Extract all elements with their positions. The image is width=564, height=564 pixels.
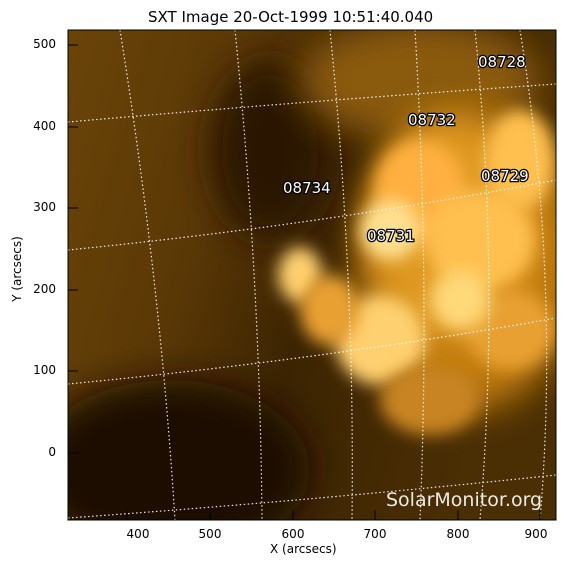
y-tick-label: 300 bbox=[33, 200, 56, 214]
image-title: SXT Image 20-Oct-1999 10:51:40.040 bbox=[148, 8, 434, 26]
watermark: SolarMonitor.org bbox=[386, 489, 542, 511]
region-label: 08734 bbox=[283, 179, 331, 197]
y-tick-label: 400 bbox=[33, 119, 56, 133]
solar-xray-image: 08733 08728 08732 08729 08734 08731 Sola… bbox=[68, 11, 556, 520]
region-label: 08728 bbox=[478, 53, 526, 71]
x-tick-label: 800 bbox=[446, 527, 470, 541]
x-tick-label: 400 bbox=[126, 527, 150, 541]
y-axis-label: Y (arcsecs) bbox=[10, 236, 24, 302]
axis-ticks bbox=[68, 44, 541, 520]
axes-frame bbox=[67, 29, 557, 521]
y-tick-label: 200 bbox=[33, 282, 56, 296]
x-tick-label: 500 bbox=[198, 527, 222, 541]
x-axis-label: X (arcsecs) bbox=[270, 542, 337, 556]
x-tick-label: 900 bbox=[524, 527, 548, 541]
y-tick-label: 500 bbox=[33, 37, 56, 51]
y-tick-label: 100 bbox=[33, 363, 56, 377]
x-tick-label: 700 bbox=[363, 527, 387, 541]
coordinate-grid bbox=[68, 30, 556, 520]
x-tick-label: 600 bbox=[281, 527, 305, 541]
region-label: 08732 bbox=[408, 111, 456, 129]
y-tick-label: 0 bbox=[48, 445, 56, 459]
region-label: 08731 bbox=[367, 227, 415, 245]
region-label: 08733 bbox=[486, 11, 534, 29]
region-label: 08729 bbox=[481, 167, 529, 185]
